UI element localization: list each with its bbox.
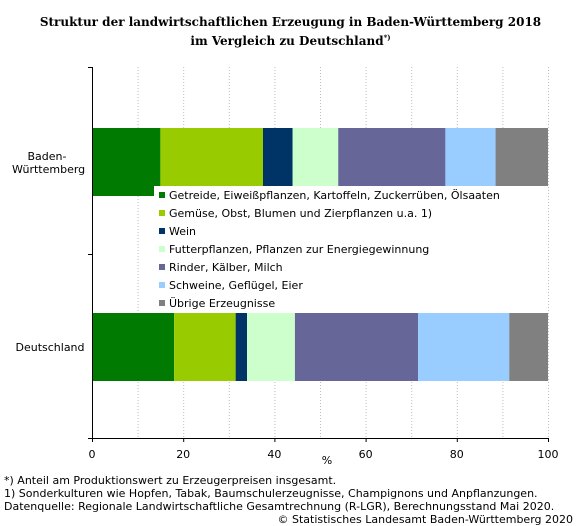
- bar-segment: [160, 128, 263, 196]
- chart-title: Struktur der landwirtschaftlichen Erzeug…: [0, 14, 581, 49]
- x-tick-label: 20: [176, 448, 190, 461]
- footnote-2: 1) Sonderkulturen wie Hopfen, Tabak, Bau…: [4, 487, 538, 500]
- footnote-3: Datenquelle: Regionale Landwirtschaftlic…: [4, 500, 555, 513]
- x-axis-title: %: [322, 454, 332, 467]
- bar-segment: [338, 128, 446, 196]
- category-label-bw: Baden- Württemberg: [12, 150, 86, 176]
- x-tick-label: 40: [267, 448, 281, 461]
- legend-label: Übrige Erzeugnisse: [169, 297, 276, 310]
- copyright-notice: © Statistisches Landesamt Baden-Württemb…: [277, 513, 573, 526]
- footnotes: *) Anteil am Produktionswert zu Erzeuger…: [4, 474, 554, 513]
- legend-swatch: [159, 192, 165, 198]
- footnote-1: *) Anteil am Produktionswert zu Erzeuger…: [4, 474, 337, 487]
- legend-label: Gemüse, Obst, Blumen und Zierpflanzen u.…: [169, 207, 433, 220]
- legend-item: Wein: [159, 223, 196, 240]
- legend-swatch: [159, 300, 165, 306]
- bar-segment: [292, 128, 339, 196]
- x-tick-label: 80: [450, 448, 464, 461]
- x-tick-label: 0: [89, 448, 96, 461]
- bar-segment: [418, 313, 510, 381]
- legend-swatch: [159, 228, 165, 234]
- legend-label: Wein: [169, 225, 197, 238]
- chart-title-line-2: im Vergleich zu Deutschland: [190, 34, 384, 48]
- legend-item: Futterpflanzen, Pflanzen zur Energiegewi…: [159, 241, 429, 258]
- bar-segment: [294, 313, 419, 381]
- bar-segment: [247, 313, 295, 381]
- category-label-de-line-1: Deutschland: [15, 341, 85, 354]
- bar-segment: [495, 128, 548, 196]
- legend-swatch: [159, 246, 165, 252]
- legend-swatch: [159, 210, 165, 216]
- bar-segment: [263, 128, 293, 196]
- bar-segment: [92, 313, 175, 381]
- legend-swatch: [159, 264, 165, 270]
- chart-title-line-1: Struktur der landwirtschaftlichen Erzeug…: [39, 15, 542, 29]
- bar-segment: [235, 313, 248, 381]
- chart-legend: Getreide, Eiweißpflanzen, Kartoffeln, Zu…: [154, 186, 548, 312]
- bar-segment: [445, 128, 496, 196]
- title-footnote-marker: *): [383, 33, 391, 42]
- bar-segment: [174, 313, 236, 381]
- legend-label: Getreide, Eiweißpflanzen, Kartoffeln, Zu…: [169, 189, 500, 202]
- x-tick-label: 100: [538, 448, 559, 461]
- category-label-bw-line-2: Württemberg: [12, 163, 86, 176]
- x-tick-label: 60: [359, 448, 373, 461]
- category-label-bw-line-1: Baden-: [27, 150, 67, 163]
- legend-item: Gemüse, Obst, Blumen und Zierpflanzen u.…: [159, 205, 432, 222]
- legend-item: Übrige Erzeugnisse: [159, 295, 275, 312]
- legend-label: Schweine, Geflügel, Eier: [169, 279, 303, 292]
- legend-swatch: [159, 282, 165, 288]
- bar-segment: [509, 313, 548, 381]
- category-label-de: Deutschland: [12, 341, 88, 354]
- legend-item: Getreide, Eiweißpflanzen, Kartoffeln, Zu…: [159, 187, 500, 204]
- bar-segment: [92, 128, 161, 196]
- legend-label: Futterpflanzen, Pflanzen zur Energiegewi…: [169, 243, 430, 256]
- legend-item: Schweine, Geflügel, Eier: [159, 277, 303, 294]
- legend-label: Rinder, Kälber, Milch: [169, 261, 283, 274]
- legend-item: Rinder, Kälber, Milch: [159, 259, 283, 276]
